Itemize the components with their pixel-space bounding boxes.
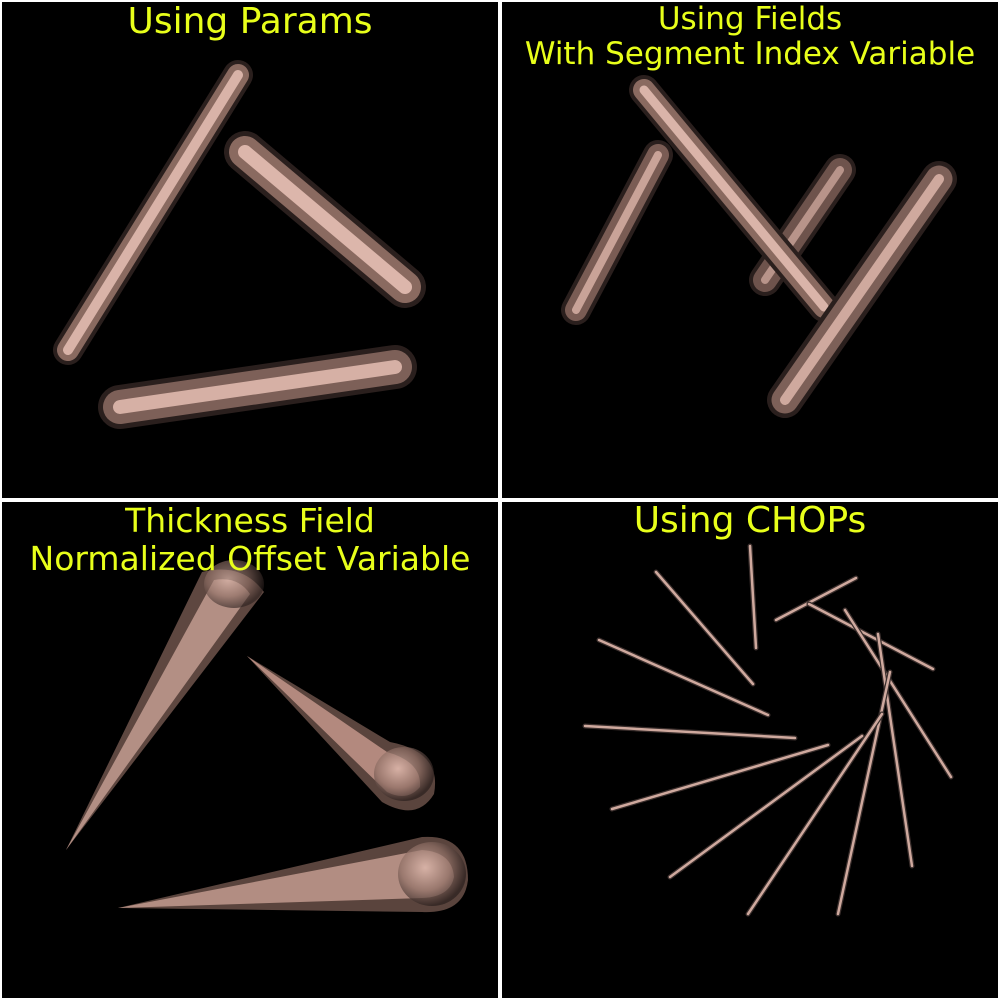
panel-using-params: Using Params: [2, 2, 498, 498]
title-line-1: Using Fields: [657, 2, 843, 37]
thin-tube: [806, 601, 936, 672]
panel-using-fields: Using Fields With Segment Index Variable: [502, 2, 998, 498]
cone-upper-left: [66, 560, 264, 850]
cone-bottom: [118, 836, 468, 913]
title-line-1: Thickness Field: [125, 502, 375, 540]
tube-bottom: [98, 345, 417, 429]
thin-tube: [745, 711, 885, 917]
thin-tube: [596, 637, 771, 718]
tube-right: [767, 161, 957, 418]
title-line: Using CHOPs: [633, 502, 867, 541]
thin-tube: [835, 669, 893, 917]
panel-using-chops: Using CHOPs: [502, 502, 998, 998]
title-line: Using Params: [127, 2, 373, 42]
thin-tube: [653, 569, 756, 687]
panel-title: Using CHOPs: [502, 502, 998, 540]
viewport-using-chops: [582, 543, 954, 917]
thin-tube: [667, 733, 865, 880]
title-line-2: With Segment Index Variable: [524, 36, 976, 72]
panel-title: Thickness Field Normalized Offset Variab…: [2, 502, 498, 578]
thin-tubes: [582, 543, 954, 917]
thin-tube: [747, 543, 759, 651]
thin-tube: [773, 575, 859, 623]
title-line-2: Normalized Offset Variable: [29, 539, 471, 578]
tube-diagonal-down: [629, 75, 839, 322]
thin-tube: [609, 742, 831, 812]
viewport-thickness-field: [66, 560, 468, 913]
thin-tube: [582, 723, 798, 741]
viewport-using-params: [53, 60, 426, 429]
panel-title: Using Fields With Segment Index Variable: [502, 2, 998, 72]
tube-right-slant: [224, 131, 426, 308]
viewport-using-fields: [561, 75, 957, 418]
panel-thickness-field: Thickness Field Normalized Offset Variab…: [2, 502, 498, 998]
tube-left: [561, 140, 673, 325]
cone-middle: [247, 656, 436, 811]
tube-diagonal: [53, 60, 253, 365]
thin-tube: [875, 631, 915, 869]
thin-tube: [842, 607, 954, 780]
panel-title: Using Params: [2, 2, 498, 42]
